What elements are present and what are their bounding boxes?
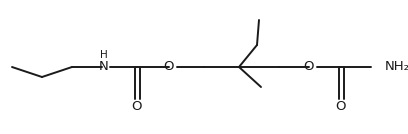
Text: H: H xyxy=(100,50,108,60)
Text: O: O xyxy=(304,60,314,74)
Text: N: N xyxy=(99,60,109,74)
Text: O: O xyxy=(132,100,142,113)
Text: O: O xyxy=(336,100,346,113)
Text: NH₂: NH₂ xyxy=(385,60,408,74)
Text: O: O xyxy=(164,60,174,74)
